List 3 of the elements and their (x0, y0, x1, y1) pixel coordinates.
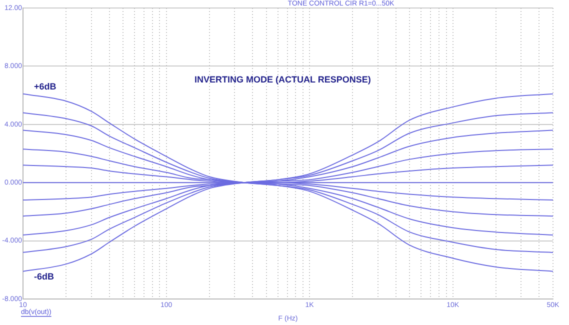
annotation: +6dB (34, 81, 57, 92)
annotation: -6dB (34, 271, 54, 282)
annotation: INVERTING MODE (ACTUAL RESPONSE) (194, 74, 371, 84)
